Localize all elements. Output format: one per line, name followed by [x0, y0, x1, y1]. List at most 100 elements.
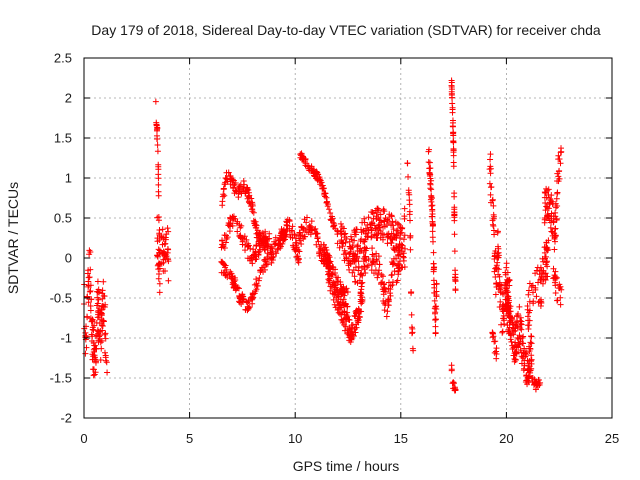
data-point	[373, 213, 380, 220]
data-point	[496, 283, 503, 290]
data-point	[497, 286, 504, 293]
data-point	[273, 250, 280, 257]
data-point	[244, 240, 251, 247]
data-point	[352, 278, 359, 285]
data-point	[520, 367, 527, 374]
data-point	[353, 321, 360, 328]
data-point	[506, 308, 513, 315]
data-point	[552, 204, 559, 211]
data-point	[547, 200, 554, 207]
data-point	[368, 233, 375, 240]
data-point	[242, 187, 249, 194]
data-point	[428, 202, 435, 209]
data-point	[326, 206, 333, 213]
data-point	[377, 234, 384, 241]
data-point	[225, 219, 232, 226]
data-point	[242, 242, 249, 249]
data-point	[512, 356, 519, 363]
data-point	[82, 350, 89, 357]
data-point	[289, 242, 296, 249]
data-point	[339, 299, 346, 306]
data-point	[359, 279, 366, 286]
data-point	[532, 386, 539, 393]
data-point	[407, 232, 414, 239]
data-point	[87, 282, 94, 289]
data-point	[406, 197, 413, 204]
data-point	[252, 256, 259, 263]
data-point	[358, 264, 365, 271]
data-point	[388, 272, 395, 279]
data-point	[164, 225, 171, 232]
data-point	[451, 384, 458, 391]
data-point	[237, 181, 244, 188]
data-point	[247, 245, 254, 252]
data-point	[252, 288, 259, 295]
data-point	[407, 217, 414, 224]
data-point	[398, 225, 405, 232]
data-point	[380, 288, 387, 295]
data-point	[505, 328, 512, 335]
data-point	[505, 299, 512, 306]
data-point	[448, 367, 455, 374]
data-point	[327, 216, 334, 223]
data-point	[86, 288, 93, 295]
y-tick-label: 2	[65, 91, 72, 106]
data-point	[509, 342, 516, 349]
data-point	[530, 300, 537, 307]
data-point	[493, 350, 500, 357]
data-point	[542, 189, 549, 196]
data-point	[303, 219, 310, 226]
data-point	[357, 290, 364, 297]
data-point	[430, 249, 437, 256]
data-point	[234, 218, 241, 225]
data-point	[534, 264, 541, 271]
data-point	[431, 297, 438, 304]
data-point	[236, 293, 243, 300]
data-point	[399, 242, 406, 249]
data-point	[430, 268, 437, 275]
data-point	[380, 223, 387, 230]
data-point	[161, 241, 168, 248]
data-point	[380, 206, 387, 213]
data-point	[165, 246, 172, 253]
data-point	[355, 305, 362, 312]
data-point	[493, 345, 500, 352]
data-point	[505, 293, 512, 300]
data-point	[291, 231, 298, 238]
x-tick-label: 10	[288, 431, 302, 446]
data-point	[371, 222, 378, 229]
data-point	[432, 309, 439, 316]
data-point	[242, 306, 249, 313]
data-point	[155, 260, 162, 267]
x-tick-label: 25	[605, 431, 619, 446]
data-point	[506, 277, 513, 284]
data-point	[362, 225, 369, 232]
data-point	[85, 278, 92, 285]
data-point	[286, 217, 293, 224]
data-point	[230, 215, 237, 222]
data-point	[154, 253, 161, 260]
data-point	[231, 283, 238, 290]
data-point	[501, 315, 508, 322]
data-point	[528, 356, 535, 363]
data-point	[429, 218, 436, 225]
data-point	[449, 100, 456, 107]
data-point	[160, 234, 167, 241]
data-point	[339, 240, 346, 247]
data-point	[348, 233, 355, 240]
data-point	[401, 232, 408, 239]
data-point	[408, 324, 415, 331]
data-point	[406, 211, 413, 218]
data-point	[156, 249, 163, 256]
data-point	[258, 236, 265, 243]
data-point	[341, 247, 348, 254]
data-point	[244, 255, 251, 262]
data-point	[450, 138, 457, 145]
data-point	[369, 245, 376, 252]
data-point	[308, 218, 315, 225]
data-point	[250, 209, 257, 216]
data-point	[153, 122, 160, 129]
data-point	[99, 287, 106, 294]
data-point	[551, 279, 558, 286]
data-point	[155, 246, 162, 253]
